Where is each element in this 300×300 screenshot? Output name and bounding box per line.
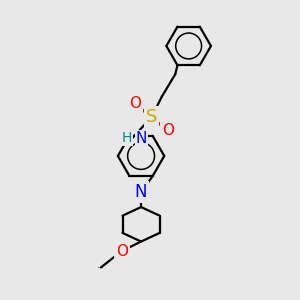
Text: S: S (146, 108, 157, 126)
Text: O: O (116, 244, 128, 259)
Text: N: N (136, 130, 147, 146)
Text: O: O (162, 123, 174, 138)
Text: O: O (129, 96, 141, 111)
Text: methoxy: methoxy (98, 267, 104, 268)
Text: H: H (122, 131, 132, 145)
Text: N: N (135, 183, 147, 201)
